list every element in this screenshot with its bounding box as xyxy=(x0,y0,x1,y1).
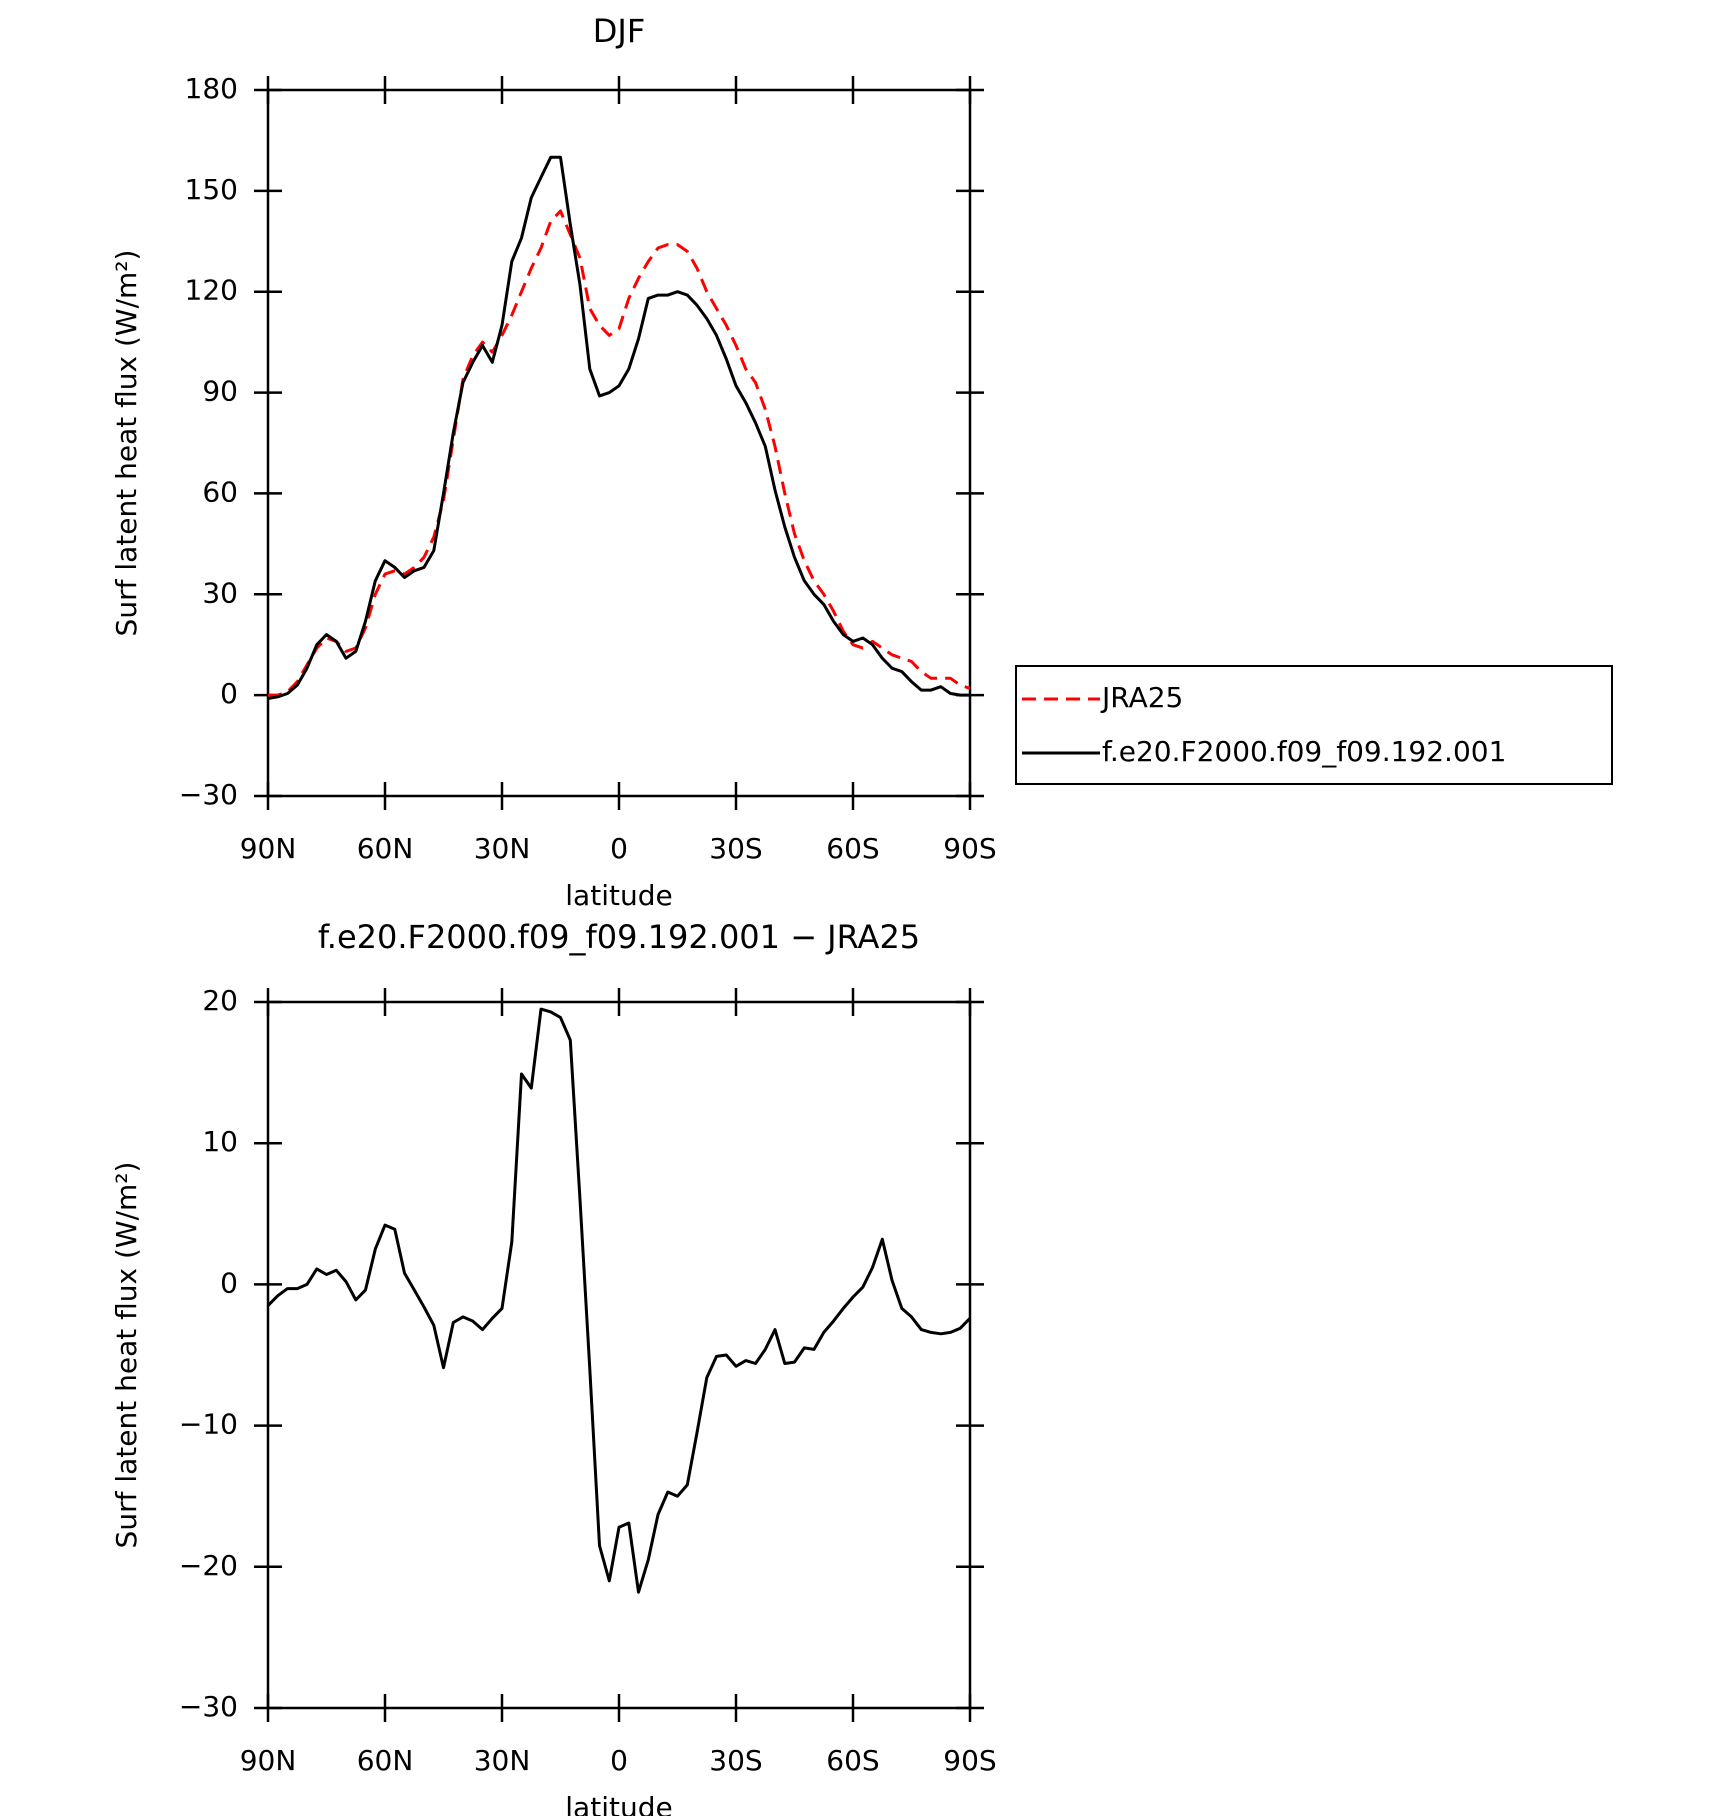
legend-label: JRA25 xyxy=(1100,681,1183,714)
x-tick-label: 30N xyxy=(474,1744,531,1777)
y-tick-label: 120 xyxy=(185,274,238,307)
x-tick-label: 60S xyxy=(826,1744,879,1777)
x-tick-label: 30N xyxy=(474,832,531,865)
x-tick-label: 60S xyxy=(826,832,879,865)
x-tick-label: 30S xyxy=(709,832,762,865)
x-tick-label: 0 xyxy=(610,1744,628,1777)
y-axis-label: Surf latent heat flux (W/m²) xyxy=(110,1162,143,1549)
x-tick-label: 90N xyxy=(240,1744,297,1777)
plot-frame xyxy=(266,1000,972,1710)
y-tick-label: 60 xyxy=(202,475,238,508)
x-tick-label: 90S xyxy=(943,832,996,865)
y-tick-label: 90 xyxy=(202,375,238,408)
y-tick-label: −30 xyxy=(179,1690,238,1723)
y-tick-label: 20 xyxy=(202,984,238,1017)
x-axis-label: latitude xyxy=(565,879,672,912)
plot-frame xyxy=(266,88,972,798)
y-tick-label: 30 xyxy=(202,576,238,609)
x-tick-label: 0 xyxy=(610,832,628,865)
x-tick-label: 90S xyxy=(943,1744,996,1777)
y-tick-label: 150 xyxy=(185,173,238,206)
y-tick-label: −10 xyxy=(179,1408,238,1441)
legend-label: f.e20.F2000.f09_f09.192.001 xyxy=(1102,735,1506,768)
x-tick-label: 90N xyxy=(240,832,297,865)
x-axis-label: latitude xyxy=(565,1791,672,1816)
chart-title: DJF xyxy=(593,12,645,50)
x-tick-label: 30S xyxy=(709,1744,762,1777)
y-tick-label: −20 xyxy=(179,1549,238,1582)
data-line xyxy=(267,155,970,700)
y-axis-label: Surf latent heat flux (W/m²) xyxy=(110,250,143,637)
x-tick-label: 60N xyxy=(357,832,414,865)
y-tick-label: 10 xyxy=(202,1125,238,1158)
y-tick-label: −30 xyxy=(179,778,238,811)
chart-title: f.e20.F2000.f09_f09.192.001 − JRA25 xyxy=(318,918,920,956)
y-tick-label: 180 xyxy=(185,72,238,105)
data-line xyxy=(266,1007,972,1594)
y-tick-label: 0 xyxy=(220,1266,238,1299)
legend-box xyxy=(1015,665,1613,785)
data-line xyxy=(268,209,971,697)
x-tick-label: 60N xyxy=(357,1744,414,1777)
y-tick-label: 0 xyxy=(220,677,238,710)
